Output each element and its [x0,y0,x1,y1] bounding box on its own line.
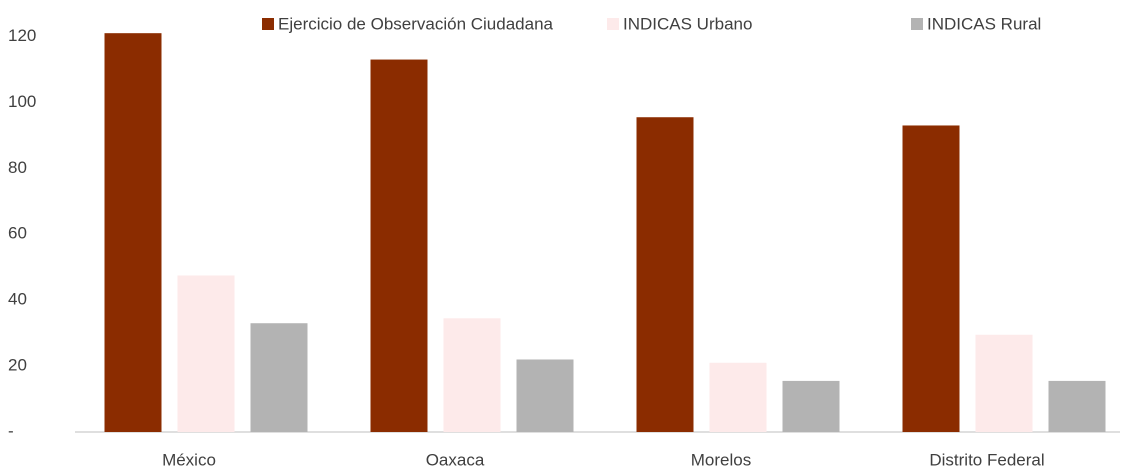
legend-label: Ejercicio de Observación Ciudadana [278,14,554,33]
x-tick-label: Distrito Federal [929,450,1044,469]
y-tick-label: 80 [8,158,27,177]
y-tick-label: 20 [8,356,27,375]
bar [1048,380,1106,432]
x-tick-label: México [162,450,216,469]
bar [177,275,235,432]
y-tick-label: 60 [8,224,27,243]
legend-label: INDICAS Rural [927,14,1041,33]
legend-swatch [607,18,619,30]
x-tick-label: Morelos [691,450,751,469]
bar [516,359,574,432]
bar [709,362,767,432]
bar [250,323,308,432]
bar [902,125,960,433]
y-tick-label: - [8,421,14,440]
y-tick-label: 40 [8,290,27,309]
bar [636,117,694,433]
bar [443,318,501,432]
legend-label: INDICAS Urbano [623,14,752,33]
legend-swatch [262,18,274,30]
bar [370,59,428,432]
y-tick-label: 100 [8,92,36,111]
legend-swatch [911,18,923,30]
bar [104,33,162,433]
y-tick-label: 120 [8,26,36,45]
bar [782,380,840,432]
x-tick-label: Oaxaca [426,450,485,469]
bar [975,334,1033,432]
